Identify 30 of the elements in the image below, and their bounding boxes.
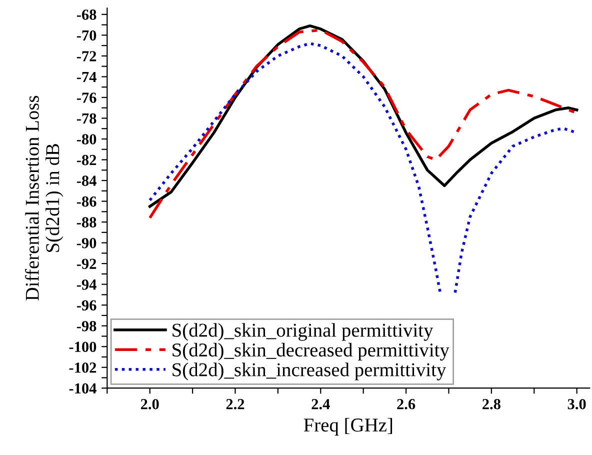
x-tick-label: 3.0	[568, 398, 586, 410]
y-tick-label: -70	[76, 30, 96, 41]
y-tick-label: -102	[69, 362, 96, 373]
y-tick-label: -72	[76, 51, 96, 62]
x-axis-title: Freq [GHz]	[304, 418, 392, 436]
x-tick-label: 2.4	[312, 399, 330, 410]
x-tick-label: 2.6	[397, 399, 416, 410]
x-tick-label: 2.8	[482, 398, 500, 410]
legend-label: S(d2d)_skin_original permittivity	[172, 323, 434, 341]
y-tick-label: -90	[76, 238, 96, 248]
x-tick-label: 2.2	[226, 399, 244, 410]
y-tick-label: -78	[76, 113, 96, 124]
legend-label: S(d2d)_skin_increased permittivity	[172, 362, 446, 380]
y-tick-label: -92	[76, 258, 96, 269]
y-tick-label: -94	[76, 279, 96, 290]
y-axis-title: Differential Insertion Loss S(d2d1) in dB	[25, 96, 64, 301]
y-tick-label: -88	[76, 217, 96, 228]
y-tick-label: -74	[76, 72, 96, 82]
y-tick-label: -100	[69, 342, 96, 352]
y-tick-label: -84	[76, 176, 96, 186]
y-tick-label: -96	[76, 300, 96, 311]
y-tick-label: -76	[76, 92, 96, 103]
y-tick-label: -98	[76, 320, 96, 332]
x-tick-label: 2.0	[140, 398, 159, 410]
legend-label: S(d2d)_skin_decreased permittivity	[172, 342, 450, 361]
y-tick-label: -82	[76, 154, 96, 166]
y-tick-label: -68	[76, 10, 96, 20]
y-tick-label: -104	[69, 383, 96, 394]
y-tick-label: -80	[76, 134, 96, 144]
y-tick-label: -86	[76, 196, 96, 207]
